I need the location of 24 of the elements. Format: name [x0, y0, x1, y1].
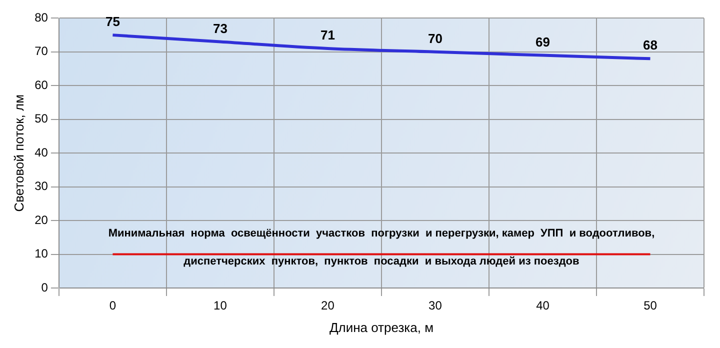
y-tick-label: 30 — [34, 179, 48, 194]
data-label: 71 — [320, 28, 335, 43]
y-axis-title: Световой поток, лм — [11, 94, 26, 212]
text: Минимальная норма освещённости участков погрузки и перегрузки, камер УПП и водоотливов, диспетчерских пунктов, пунктов посадки и выхода людей из поездов — [108, 227, 655, 268]
y-tick-label: 50 — [34, 112, 48, 126]
data-label: 75 — [105, 14, 120, 30]
y-tick-label: 60 — [34, 78, 48, 92]
x-tick-label: 0 — [109, 298, 116, 313]
y-tick-label: 0 — [41, 280, 48, 294]
data-label: 73 — [212, 20, 228, 36]
y-tick-label: 80 — [34, 10, 48, 25]
x-tick-label: 30 — [428, 298, 442, 313]
x-tick-label: 10 — [214, 298, 228, 313]
x-tick-label: 40 — [536, 298, 550, 313]
x-tick-label: 50 — [644, 298, 658, 313]
data-label: 68 — [643, 38, 658, 53]
x-tick-label: 20 — [321, 298, 335, 313]
data-label: 70 — [428, 31, 442, 46]
y-tick-label: 20 — [34, 212, 48, 227]
y-tick-label: 10 — [34, 246, 48, 261]
y-tick-label: 40 — [34, 145, 48, 160]
data-label: 69 — [536, 34, 550, 50]
x-axis-title: Длина отрезка, м — [329, 320, 434, 335]
y-tick-label: 70 — [34, 44, 48, 58]
